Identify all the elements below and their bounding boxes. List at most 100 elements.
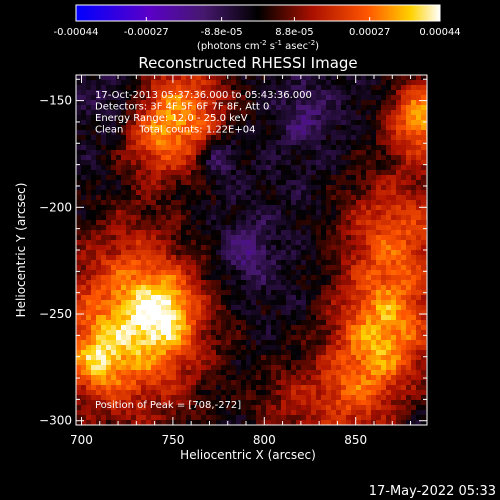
- heatmap-cell: [221, 365, 227, 371]
- heatmap-cell: [401, 210, 407, 216]
- heatmap-cell: [386, 220, 392, 226]
- heatmap-cell: [201, 190, 207, 196]
- heatmap-cell: [326, 125, 332, 131]
- heatmap-cell: [106, 415, 112, 421]
- heatmap-cell: [416, 250, 422, 256]
- heatmap-cell: [406, 110, 412, 116]
- heatmap-cell: [231, 280, 237, 286]
- heatmap-cell: [196, 180, 202, 186]
- heatmap-cell: [391, 200, 397, 206]
- heatmap-cell: [221, 415, 227, 421]
- heatmap-cell: [171, 220, 177, 226]
- heatmap-cell: [331, 225, 337, 231]
- heatmap-cell: [126, 315, 132, 321]
- heatmap-cell: [401, 250, 407, 256]
- heatmap-cell: [176, 330, 182, 336]
- heatmap-cell: [196, 335, 202, 341]
- heatmap-cell: [131, 120, 137, 126]
- heatmap-cell: [221, 370, 227, 376]
- heatmap-cell: [276, 320, 282, 326]
- heatmap-cell: [136, 190, 142, 196]
- heatmap-cell: [201, 240, 207, 246]
- heatmap-cell: [136, 315, 142, 321]
- heatmap-cell: [211, 310, 217, 316]
- heatmap-cell: [116, 320, 122, 326]
- heatmap-cell: [126, 385, 132, 391]
- heatmap-cell: [121, 275, 127, 281]
- heatmap-cell: [166, 340, 172, 346]
- heatmap-cell: [376, 290, 382, 296]
- heatmap-cell: [341, 270, 347, 276]
- heatmap-cell: [296, 380, 302, 386]
- heatmap-cell: [366, 315, 372, 321]
- heatmap-cell: [281, 220, 287, 226]
- heatmap-cell: [256, 335, 262, 341]
- heatmap-cell: [231, 170, 237, 176]
- heatmap-cell: [241, 270, 247, 276]
- heatmap-cell: [296, 160, 302, 166]
- heatmap-cell: [376, 310, 382, 316]
- heatmap-cell: [406, 275, 412, 281]
- heatmap-cell: [86, 225, 92, 231]
- heatmap-cell: [221, 355, 227, 361]
- heatmap-cell: [246, 335, 252, 341]
- heatmap-cell: [81, 385, 87, 391]
- heatmap-cell: [151, 90, 157, 96]
- heatmap-cell: [361, 80, 367, 86]
- heatmap-cell: [351, 255, 357, 261]
- heatmap-cell: [201, 100, 207, 106]
- heatmap-cell: [196, 350, 202, 356]
- heatmap-cell: [86, 290, 92, 296]
- heatmap-cell: [121, 380, 127, 386]
- heatmap-cell: [261, 235, 267, 241]
- heatmap-cell: [361, 240, 367, 246]
- heatmap-cell: [91, 95, 97, 101]
- heatmap-cell: [306, 195, 312, 201]
- heatmap-cell: [216, 195, 222, 201]
- heatmap-cell: [236, 190, 242, 196]
- heatmap-cell: [76, 235, 82, 241]
- heatmap-cell: [371, 340, 377, 346]
- heatmap-cell: [386, 245, 392, 251]
- heatmap-cell: [156, 205, 162, 211]
- heatmap-cell: [361, 365, 367, 371]
- heatmap-cell: [366, 270, 372, 276]
- heatmap-cell: [266, 360, 272, 366]
- heatmap-cell: [176, 170, 182, 176]
- heatmap-cell: [221, 250, 227, 256]
- heatmap-cell: [356, 330, 362, 336]
- heatmap-cell: [301, 240, 307, 246]
- heatmap-cell: [401, 120, 407, 126]
- heatmap-cell: [171, 380, 177, 386]
- heatmap-cell: [161, 275, 167, 281]
- heatmap-cell: [236, 400, 242, 406]
- heatmap-cell: [326, 100, 332, 106]
- heatmap-cell: [316, 180, 322, 186]
- heatmap-cell: [291, 95, 297, 101]
- heatmap-cell: [136, 325, 142, 331]
- heatmap-cell: [346, 185, 352, 191]
- heatmap-cell: [336, 150, 342, 156]
- heatmap-cell: [261, 155, 267, 161]
- heatmap-cell: [336, 375, 342, 381]
- heatmap-cell: [251, 80, 257, 86]
- heatmap-cell: [336, 295, 342, 301]
- heatmap-cell: [246, 265, 252, 271]
- heatmap-cell: [416, 300, 422, 306]
- heatmap-cell: [146, 210, 152, 216]
- heatmap-cell: [321, 365, 327, 371]
- heatmap-cell: [266, 105, 272, 111]
- heatmap-cell: [126, 390, 132, 396]
- heatmap-cell: [121, 300, 127, 306]
- heatmap-cell: [281, 330, 287, 336]
- heatmap-cell: [326, 225, 332, 231]
- heatmap-cell: [116, 345, 122, 351]
- heatmap-cell: [336, 90, 342, 96]
- heatmap-cell: [421, 90, 427, 96]
- heatmap-cell: [291, 325, 297, 331]
- heatmap-cell: [321, 105, 327, 111]
- heatmap-cell: [241, 300, 247, 306]
- heatmap-cell: [121, 395, 127, 401]
- heatmap-cell: [106, 210, 112, 216]
- heatmap-cell: [131, 245, 137, 251]
